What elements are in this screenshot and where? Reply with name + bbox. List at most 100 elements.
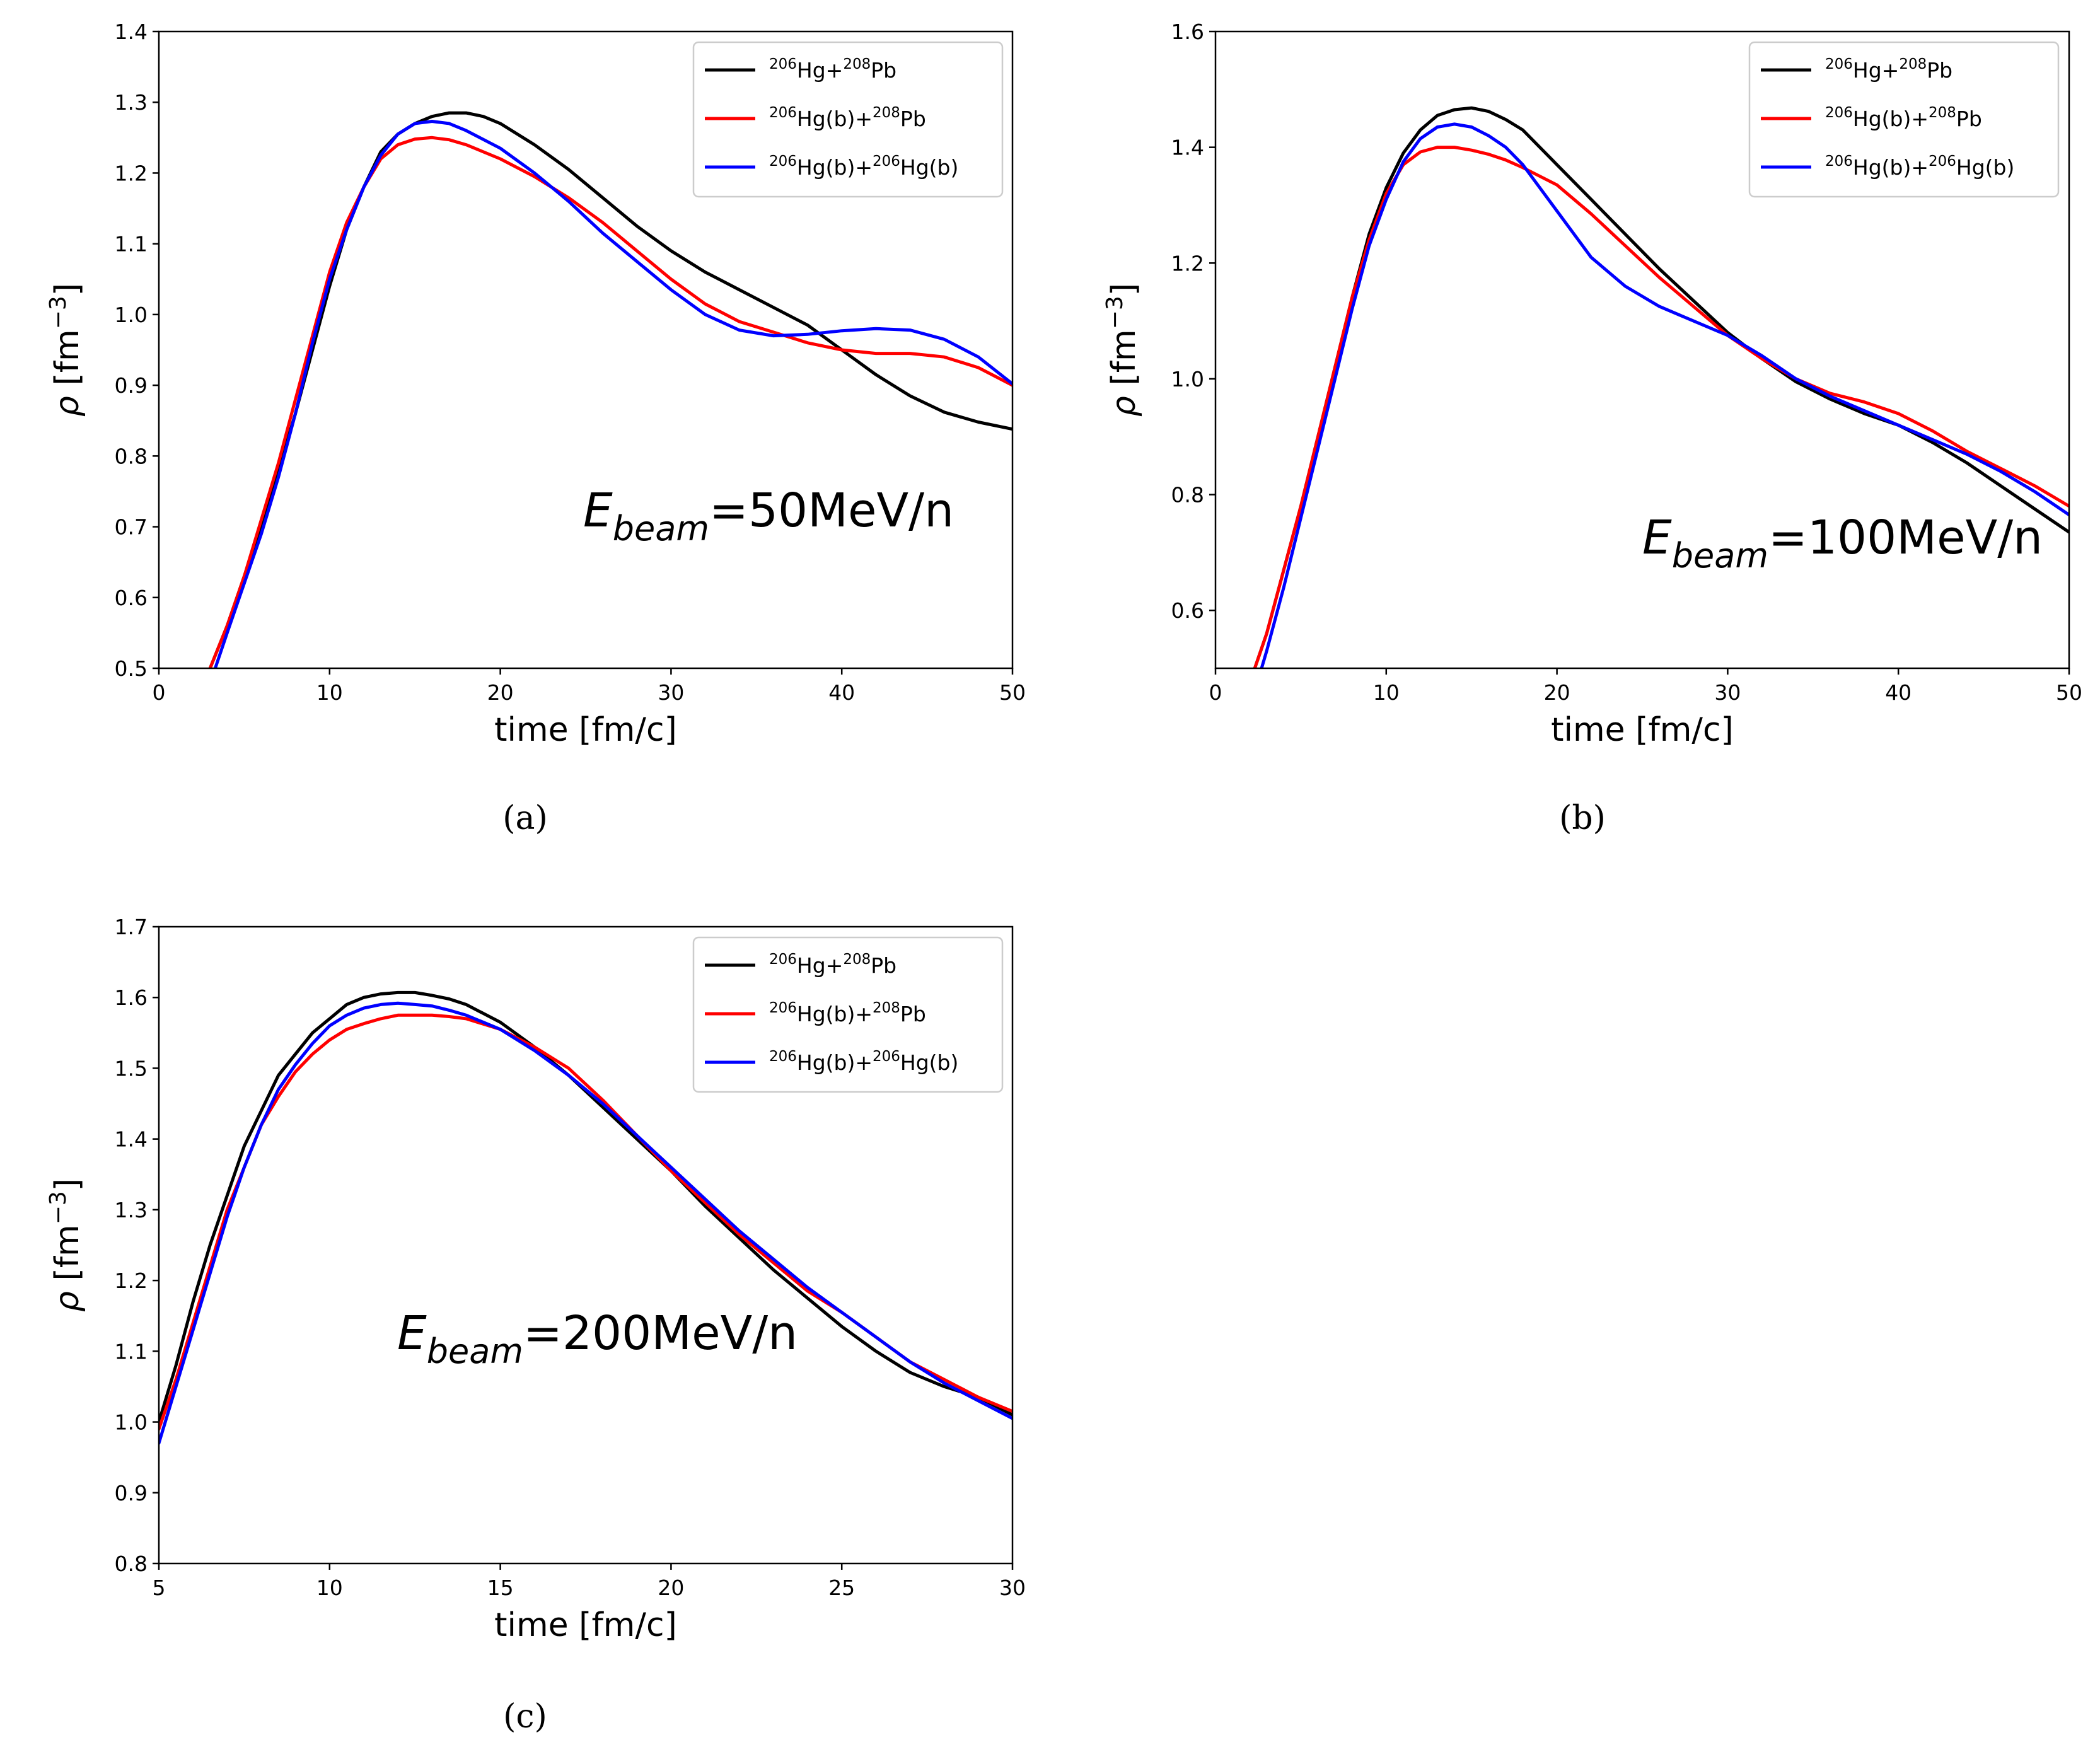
legend-label-part: Hg(b)+ [797,1002,873,1026]
legend-label-part: 206 [769,56,797,72]
legend-label-part: Hg(b)+ [1853,107,1929,131]
axes-frame [158,925,1014,1565]
y-axis-exponent: −3 [45,296,71,329]
y-tick-label: 1.6 [115,985,148,1010]
legend-label: 206Hg(b)+208Pb [769,1000,926,1026]
y-axis-close: ] [49,283,86,296]
legend: 206Hg+208Pb206Hg(b)+208Pb206Hg(b)+206Hg(… [692,936,1004,1093]
y-tick-label: 1.2 [1171,251,1204,276]
legend-label-part: 208 [843,951,871,968]
x-tick-label: 25 [828,1575,855,1600]
y-axis-unit: [fm [1105,329,1143,396]
y-tick-label: 1.3 [115,1198,148,1222]
annotation-symbol: E [397,1306,427,1360]
x-tick-label: 50 [2056,680,2082,705]
chart-panel-3: 5 10 15 20 25 30 0.8 0.9 1.0 1.1 1.2 1.3 1.4 1.5 1.6 1.… [45,915,1026,1736]
y-tick-label: 1.3 [115,90,148,115]
y-tick-label: 1.1 [115,232,148,257]
y-axis-close: ] [1105,283,1143,296]
legend-label-part: Hg(b)+ [797,1050,873,1075]
legend-label-part: 206 [769,1000,797,1016]
legend-label-part: Hg+ [797,953,843,978]
chart-panel-1: 0 10 20 30 40 50 0.5 0.6 0.7 0.8 0.9 1.0 1.1 1.2 1.3 1.… [45,20,1026,837]
legend-label-part: Pb [900,1002,926,1026]
x-tick-label: 5 [153,1575,166,1600]
legend-label: 206Hg+208Pb [769,951,896,978]
y-tick-label: 0.6 [115,586,148,610]
y-tick-label: 0.8 [115,1552,148,1576]
legend-label-part: Pb [1956,107,1982,131]
legend-label-part: Hg+ [797,58,843,83]
legend-label-part: 206 [873,1048,900,1065]
x-tick-label: 50 [999,680,1026,705]
y-tick-label: 1.7 [115,915,148,939]
annotation-value: =200MeV/n [523,1306,798,1360]
annotation-symbol: E [583,484,613,538]
x-tick-label: 0 [153,680,166,705]
legend-box [1748,41,2060,198]
legend-label-part: 206 [1929,153,1956,170]
legend-label: 206Hg+208Pb [769,56,896,83]
legend-label-part: 208 [843,56,871,72]
legend-label-part: 206 [1825,153,1853,170]
chart-panel-2: 0 10 20 30 40 50 0.6 0.8 1.0 1.2 1.4 1.6 time [fm/c]… [1102,20,2082,837]
x-tick-label: 10 [1373,680,1400,705]
y-tick-label: 0.9 [115,373,148,398]
beam-energy-annotation: Ebeam=100MeV/n [1642,511,2043,576]
legend-label-part: 208 [873,1000,900,1016]
x-tick-label: 0 [1209,680,1222,705]
legend: 206Hg+208Pb206Hg(b)+208Pb206Hg(b)+206Hg(… [1748,41,2060,198]
y-tick-label: 1.0 [115,1410,148,1435]
x-axis-label: time [fm/c] [1551,711,1734,749]
series-line-3 [159,1001,1012,1445]
legend-label: 206Hg(b)+208Pb [769,105,926,131]
legend-label-part: 206 [769,153,797,170]
legend-label-part: 206 [1825,105,1853,121]
y-tick-label: 1.4 [1171,136,1204,160]
legend-label-part: 208 [873,105,900,121]
legend-label-part: 208 [1899,56,1927,72]
legend-box [692,936,1004,1093]
series-line-1 [159,990,1012,1424]
y-axis-exponent: −3 [1102,296,1128,329]
y-axis-label: ρ [fm−3] [45,1178,86,1312]
legend-label-part: Hg(b)+ [797,155,873,180]
y-tick-label: 0.9 [115,1481,148,1505]
legend-box [692,41,1004,198]
y-tick-label: 0.6 [1171,598,1204,623]
y-axis-unit: [fm [49,329,86,396]
annotation-symbol: E [1642,511,1672,565]
y-tick-label: 1.2 [115,161,148,185]
x-tick-label: 20 [1544,680,1570,705]
y-tick-label: 0.8 [115,444,148,468]
legend-label-part: Pb [900,107,926,131]
series-group [1253,106,2069,668]
y-tick-label: 0.7 [115,515,148,540]
y-axis-symbol: ρ [49,396,86,417]
x-tick-label: 40 [1885,680,1911,705]
x-tick-label: 30 [999,1575,1026,1600]
legend-label-part: 206 [873,153,900,170]
legend-label-part: 206 [1825,56,1853,72]
y-tick-label: 1.2 [115,1268,148,1293]
annotation-subscript: beam [427,1331,523,1371]
legend-label-part: Hg(b) [1956,155,2014,180]
x-tick-label: 30 [1714,680,1741,705]
y-tick-label: 1.0 [115,303,148,327]
y-axis-label: ρ [fm−3] [1102,283,1143,417]
y-tick-label: 1.4 [115,20,148,44]
beam-energy-annotation: Ebeam=200MeV/n [397,1306,798,1371]
annotation-subscript: beam [1672,536,1768,576]
axes-frame [158,30,1014,670]
y-axis-unit: [fm [49,1224,86,1291]
y-tick-label: 1.4 [115,1127,148,1152]
series-line-2 [208,136,1012,668]
series-line-3 [1260,122,2069,668]
x-tick-label: 30 [658,680,684,705]
annotation-value: =100MeV/n [1768,511,2043,565]
panel-caption: (b) [1559,799,1606,837]
legend-label: 206Hg(b)+206Hg(b) [769,1048,958,1075]
y-tick-label: 1.1 [115,1339,148,1364]
